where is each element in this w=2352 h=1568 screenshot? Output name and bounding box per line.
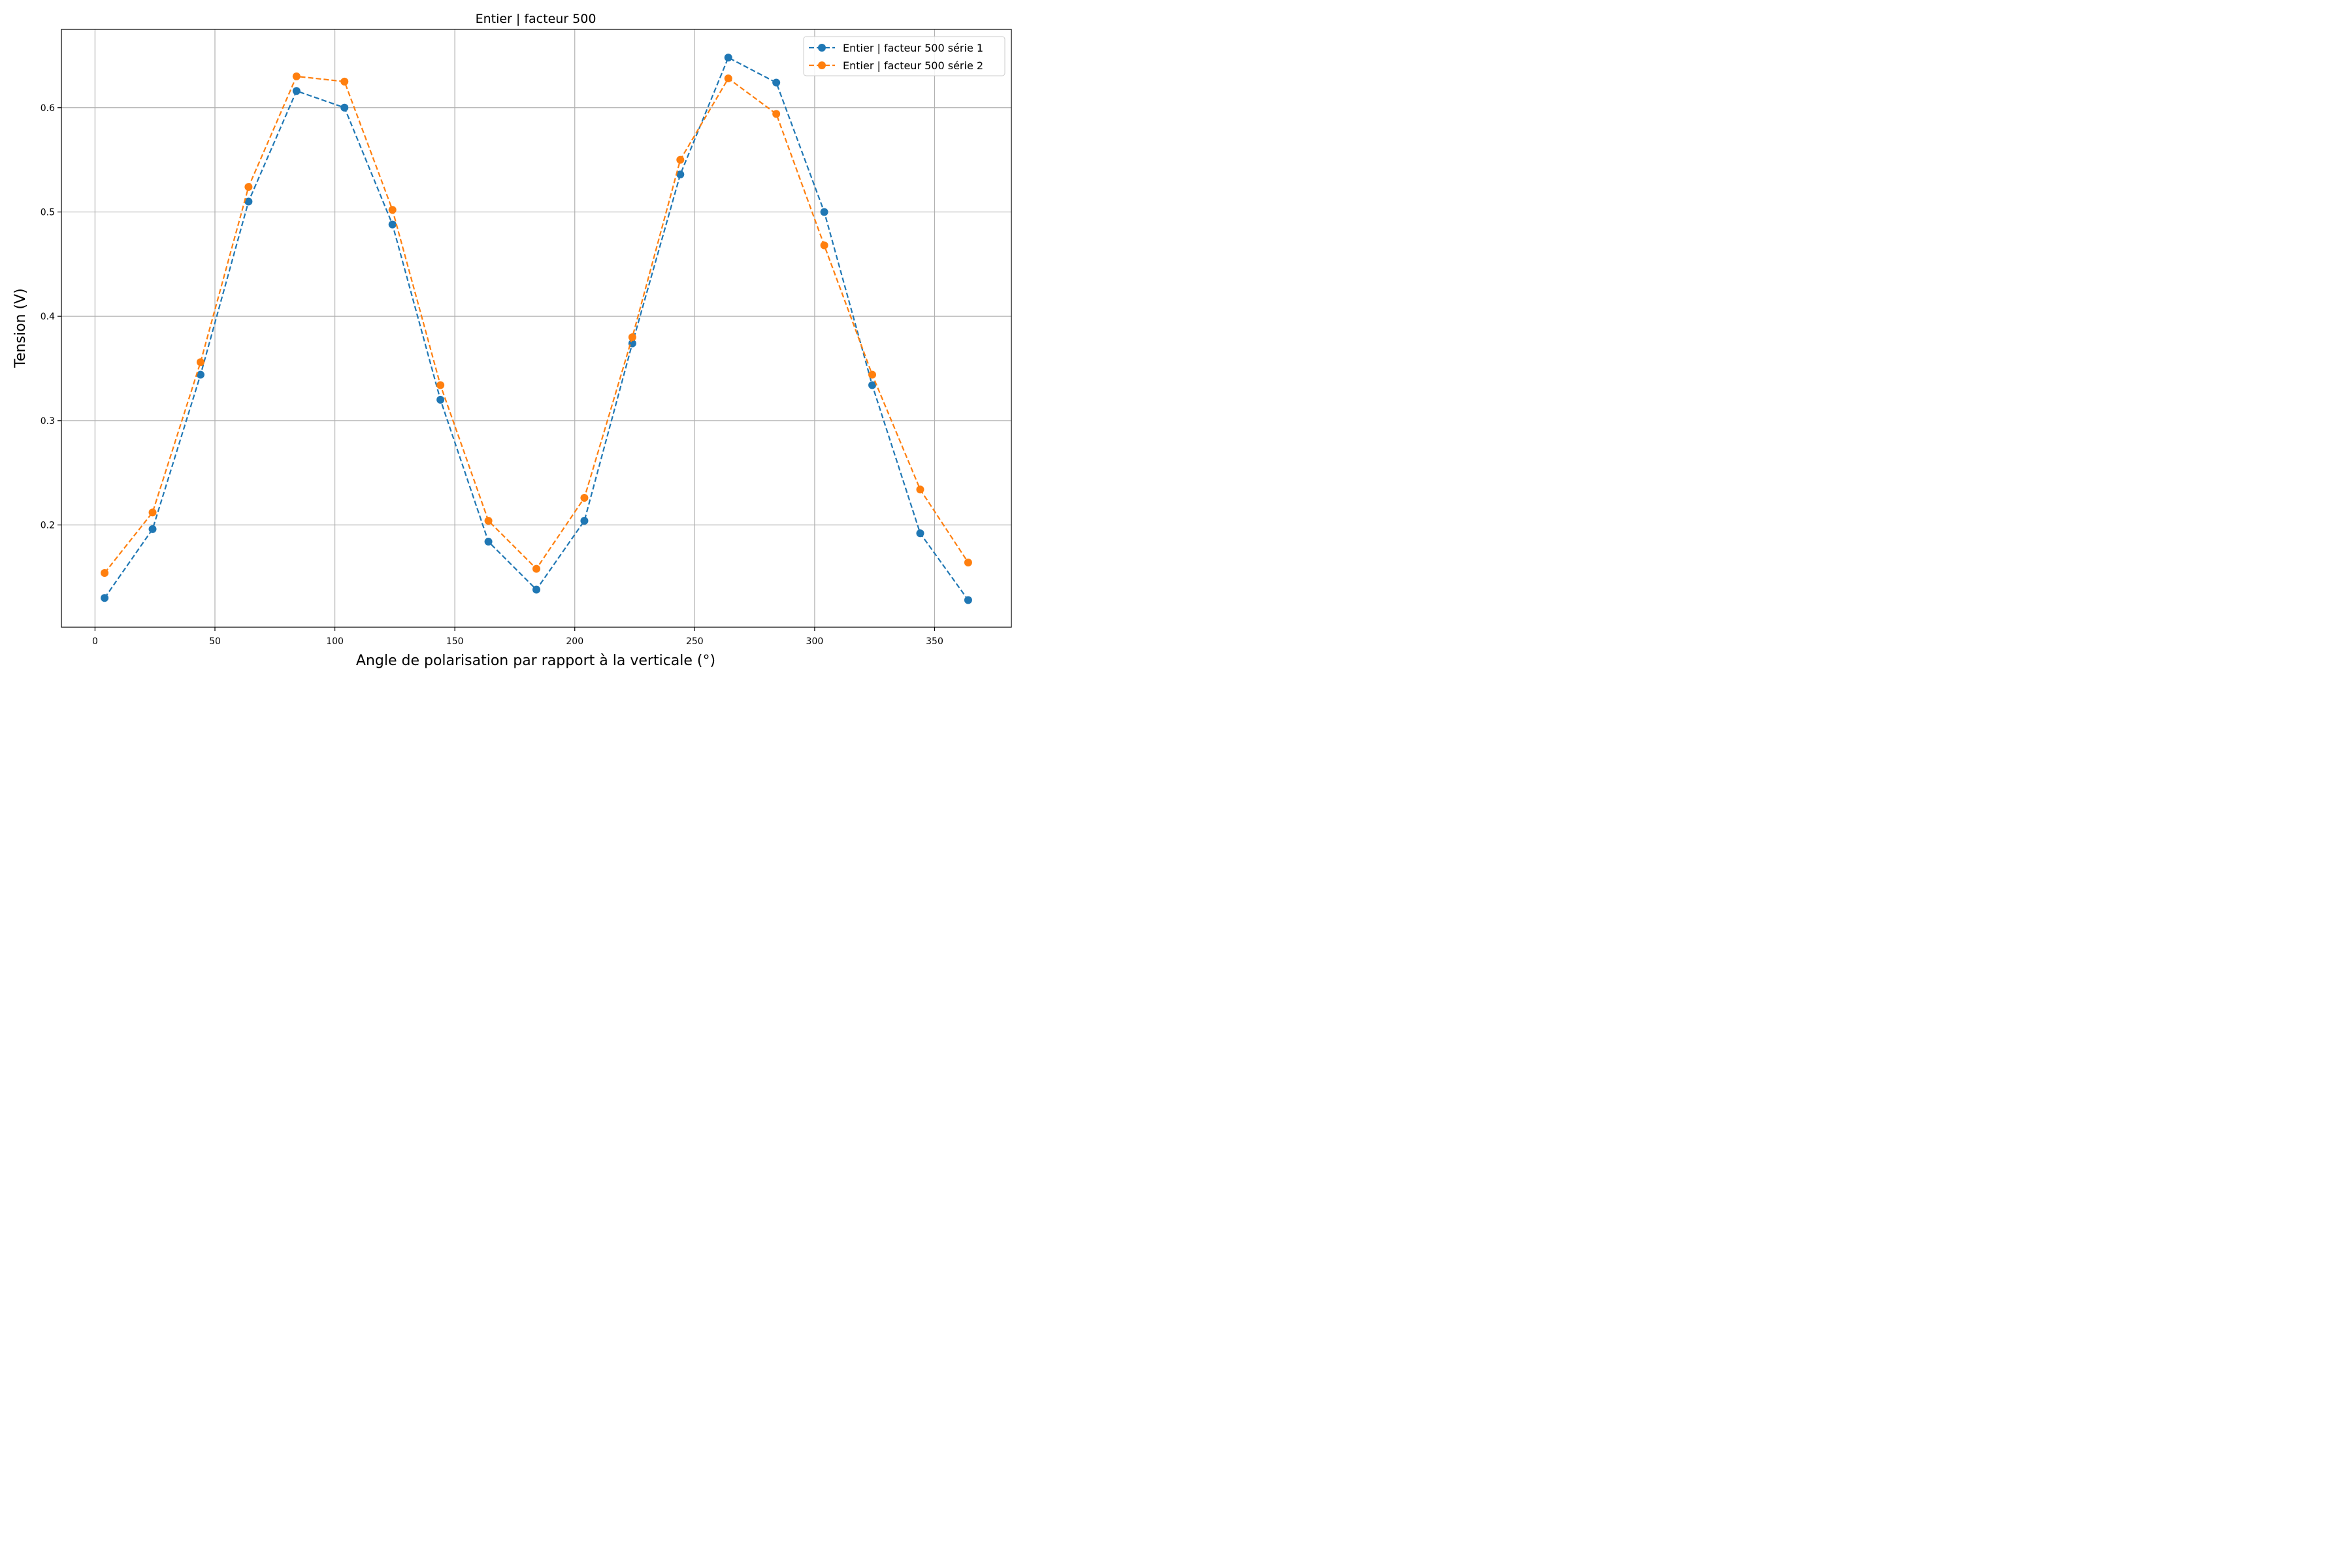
- data-point: [820, 208, 828, 216]
- data-point: [676, 155, 685, 164]
- data-point: [388, 220, 397, 229]
- legend-marker: [818, 61, 826, 69]
- data-point: [580, 493, 589, 502]
- x-tick-label: 50: [209, 636, 221, 647]
- x-tick-label: 100: [326, 636, 344, 647]
- data-point: [868, 381, 877, 389]
- y-tick-label: 0.3: [41, 416, 55, 427]
- legend: Entier | facteur 500 série 1 Entier | fac…: [803, 36, 1005, 76]
- data-point: [148, 508, 157, 517]
- ticks: 0 50 100 150 200 250 300 350 0.2 0.3 0.4 0.5 0.6: [41, 103, 943, 647]
- data-point: [532, 564, 540, 573]
- data-point: [196, 358, 204, 367]
- data-point: [484, 517, 493, 525]
- legend-label: Entier | facteur 500 série 1: [843, 42, 983, 54]
- data-point: [436, 381, 445, 389]
- grid: [61, 29, 1011, 627]
- data-point: [292, 72, 301, 80]
- data-point: [436, 395, 445, 404]
- data-point: [820, 241, 828, 250]
- series-2: [101, 72, 972, 577]
- legend-box: [803, 36, 1005, 76]
- data-point: [964, 596, 972, 604]
- x-tick-label: 300: [806, 636, 824, 647]
- data-point: [628, 333, 636, 342]
- data-point: [196, 370, 204, 379]
- data-point: [388, 206, 397, 214]
- data-point: [244, 197, 253, 206]
- data-point: [340, 77, 349, 86]
- data-point: [532, 585, 540, 594]
- series-1: [101, 54, 972, 604]
- y-tick-label: 0.6: [41, 103, 55, 114]
- data-point: [724, 74, 732, 83]
- y-tick-label: 0.4: [41, 312, 55, 322]
- y-tick-label: 0.5: [41, 207, 55, 218]
- data-point: [148, 525, 157, 533]
- data-point: [101, 594, 109, 602]
- data-point: [772, 110, 781, 118]
- series-layer: [101, 54, 972, 604]
- data-point: [340, 103, 349, 112]
- x-tick-label: 200: [566, 636, 583, 647]
- legend-marker: [818, 44, 826, 52]
- data-point: [964, 558, 972, 566]
- x-axis-label: Angle de polarisation par rapport à la v…: [356, 653, 715, 669]
- data-point: [868, 370, 877, 379]
- legend-label: Entier | facteur 500 série 2: [843, 59, 983, 72]
- data-point: [244, 183, 253, 191]
- x-tick-label: 0: [92, 636, 98, 647]
- figure-background: [0, 0, 1022, 681]
- chart-title: Entier | facteur 500: [476, 12, 596, 26]
- data-point: [292, 87, 301, 95]
- data-point: [724, 54, 732, 62]
- data-point: [484, 538, 493, 546]
- plot-frame: [61, 29, 1012, 628]
- data-point: [916, 485, 924, 494]
- x-tick-label: 350: [926, 636, 943, 647]
- legend-entry-2: Entier | facteur 500 série 2: [809, 59, 983, 72]
- chart: Entier | facteur 500 0 50 100 150 200 250 300 3…: [0, 0, 1022, 681]
- data-point: [676, 170, 685, 178]
- x-tick-label: 250: [686, 636, 704, 647]
- y-tick-label: 0.2: [41, 521, 55, 531]
- y-axis-label: Tension (V): [12, 288, 29, 368]
- data-point: [101, 568, 109, 577]
- data-point: [580, 517, 589, 525]
- legend-entry-1: Entier | facteur 500 série 1: [809, 42, 983, 54]
- data-point: [916, 529, 924, 538]
- x-tick-label: 150: [446, 636, 464, 647]
- data-point: [772, 78, 781, 87]
